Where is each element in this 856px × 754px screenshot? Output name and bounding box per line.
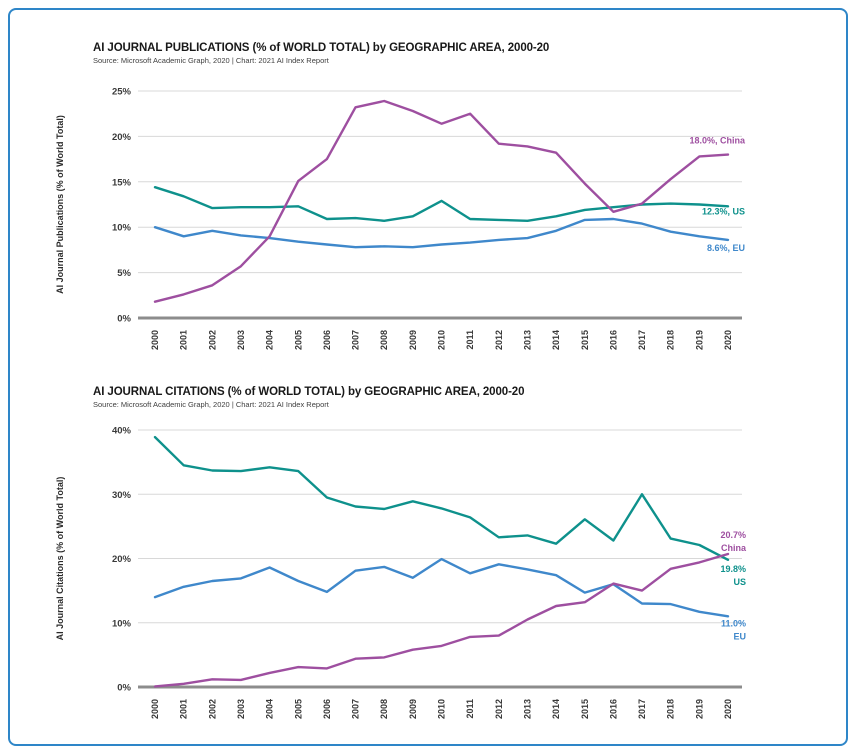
x-tick-label: 2020 xyxy=(723,699,733,719)
x-tick-label: 2014 xyxy=(551,699,561,719)
end-label-china: 20.7% xyxy=(720,530,746,540)
x-tick-label: 2009 xyxy=(408,330,418,350)
end-label-china: 18.0%, China xyxy=(689,136,746,146)
x-tick-label: 2019 xyxy=(694,699,704,719)
x-tick-label: 2000 xyxy=(150,330,160,350)
x-tick-label: 2011 xyxy=(465,330,475,350)
y-tick-label: 40% xyxy=(112,426,132,437)
x-tick-label: 2008 xyxy=(379,330,389,350)
x-tick-label: 2009 xyxy=(408,699,418,719)
y-tick-label: 10% xyxy=(112,618,132,629)
x-tick-label: 2005 xyxy=(293,699,303,719)
y-tick-label: 5% xyxy=(117,268,131,279)
x-tick-label: 2005 xyxy=(293,330,303,350)
publications-chart-title: AI JOURNAL PUBLICATIONS (% of WORLD TOTA… xyxy=(93,42,550,54)
end-label-china: China xyxy=(721,543,747,553)
y-axis-label: AI Journal Citations (% of World Total) xyxy=(55,477,65,641)
x-tick-label: 2010 xyxy=(437,699,447,719)
citations-chart-source: Source: Microsoft Academic Graph, 2020 |… xyxy=(93,400,329,409)
x-tick-label: 2010 xyxy=(437,330,447,350)
series-line-us xyxy=(153,435,730,562)
series-line-eu xyxy=(153,217,730,249)
x-tick-label: 2002 xyxy=(207,330,217,350)
y-tick-label: 0% xyxy=(117,683,131,694)
x-tick-label: 2007 xyxy=(351,330,361,350)
end-label-eu: EU xyxy=(733,631,746,641)
end-label-eu: 11.0% xyxy=(721,618,746,628)
end-label-us: US xyxy=(733,577,746,587)
x-tick-label: 2013 xyxy=(522,330,532,350)
y-tick-label: 10% xyxy=(112,223,132,234)
x-tick-label: 2004 xyxy=(265,330,275,350)
x-tick-label: 2006 xyxy=(322,330,332,350)
series-line-eu xyxy=(153,557,730,618)
y-tick-label: 20% xyxy=(112,132,132,143)
end-label-us: 12.3%, US xyxy=(702,206,745,216)
citations-chart-title: AI JOURNAL CITATIONS (% of WORLD TOTAL) … xyxy=(93,386,525,398)
publications-chart: 0% 5% 10% 15% 20% 25% AI Journal Publications … xyxy=(55,87,746,351)
x-tick-label: 2007 xyxy=(351,699,361,719)
series-line-china xyxy=(153,552,730,688)
publications-chart-source: Source: Microsoft Academic Graph, 2020 |… xyxy=(93,56,329,65)
x-tick-label: 2012 xyxy=(494,330,504,350)
x-tick-label: 2012 xyxy=(494,699,504,719)
x-tick-label: 2003 xyxy=(236,330,246,350)
x-tick-label: 2015 xyxy=(580,699,590,719)
x-tick-label: 2003 xyxy=(236,699,246,719)
x-tick-label: 2011 xyxy=(465,699,475,719)
x-tick-label: 2001 xyxy=(179,699,189,719)
end-label-us: 19.8% xyxy=(720,564,746,574)
x-tick-label: 2018 xyxy=(666,699,676,719)
x-tick-label: 2006 xyxy=(322,699,332,719)
y-tick-label: 15% xyxy=(112,177,132,188)
citations-chart: 0% 10% 20% 30% 40% AI Journal Citations (% of… xyxy=(55,426,747,720)
x-tick-label: 2001 xyxy=(179,330,189,350)
x-tick-label: 2017 xyxy=(637,699,647,719)
x-tick-label: 2019 xyxy=(694,330,704,350)
y-tick-label: 30% xyxy=(112,490,132,501)
x-tick-label: 2016 xyxy=(608,699,618,719)
y-tick-label: 20% xyxy=(112,554,132,565)
x-tick-label: 2008 xyxy=(379,699,389,719)
y-tick-label: 25% xyxy=(112,87,132,98)
x-tick-label: 2017 xyxy=(637,330,647,350)
y-tick-label: 0% xyxy=(117,314,131,325)
x-tick-label: 2004 xyxy=(265,699,275,719)
publications-header: AI JOURNAL PUBLICATIONS (% of WORLD TOTA… xyxy=(93,42,549,65)
x-tick-label: 2016 xyxy=(608,330,618,350)
x-tick-label: 2020 xyxy=(723,330,733,350)
x-tick-label: 2002 xyxy=(207,699,217,719)
x-tick-label: 2000 xyxy=(150,699,160,719)
x-tick-label: 2013 xyxy=(522,699,532,719)
x-tick-label: 2015 xyxy=(580,330,590,350)
y-axis-label: AI Journal Publications (% of World Tota… xyxy=(55,115,65,294)
citations-header: AI JOURNAL CITATIONS (% of WORLD TOTAL) … xyxy=(93,386,525,409)
x-tick-label: 2014 xyxy=(551,330,561,350)
x-tick-label: 2018 xyxy=(666,330,676,350)
series-line-china xyxy=(153,99,730,303)
end-label-eu: 8.6%, EU xyxy=(707,243,745,253)
